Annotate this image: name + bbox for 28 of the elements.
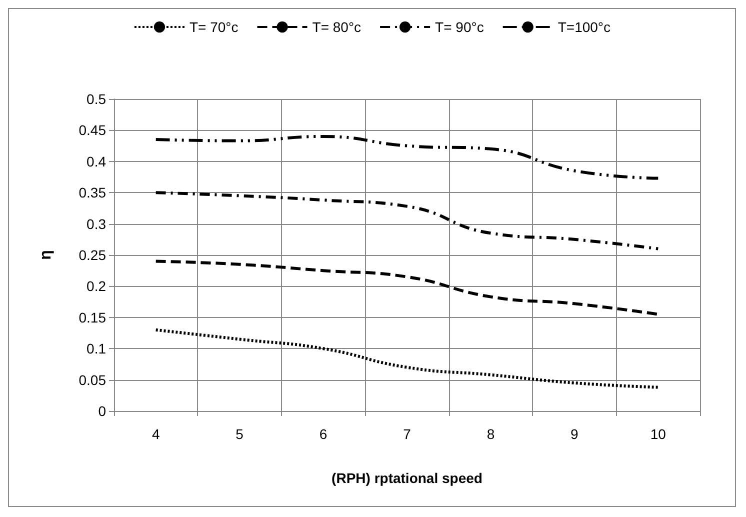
y-tick-label: 0.25 xyxy=(78,247,106,263)
legend-label: T= 70°c xyxy=(189,19,238,35)
legend-label: T= 90°c xyxy=(435,19,484,35)
x-tick-label: 5 xyxy=(236,426,244,442)
legend-label: T=100°c xyxy=(558,19,611,35)
x-tick-label: 6 xyxy=(319,426,328,442)
y-tick-label: 0.35 xyxy=(78,184,106,201)
line-series xyxy=(154,260,660,316)
x-axis-title: (RPH) rptational speed xyxy=(332,470,482,486)
y-tick-label: 0.3 xyxy=(86,216,106,232)
y-tick-label: 0.45 xyxy=(78,122,106,138)
y-tick-label: 0.2 xyxy=(86,278,106,294)
line-series xyxy=(154,328,660,389)
x-tick-label: 10 xyxy=(650,426,666,442)
x-tick-label: 4 xyxy=(152,426,160,442)
y-tick-label: 0.05 xyxy=(78,372,106,388)
y-tick-label: 0.15 xyxy=(78,309,106,326)
x-tick-label: 9 xyxy=(570,426,579,442)
x-tick-label: 7 xyxy=(403,426,412,442)
y-tick-label: 0.4 xyxy=(86,153,106,170)
y-axis-title: η xyxy=(38,250,54,260)
x-tick-label: 8 xyxy=(486,426,495,442)
y-tick-label: 0.5 xyxy=(86,91,106,107)
legend-label: T= 80°c xyxy=(312,19,362,35)
line-series xyxy=(154,191,660,250)
y-tick-label: 0 xyxy=(98,403,106,419)
y-tick-label: 0.1 xyxy=(86,340,106,357)
line-series xyxy=(154,134,660,180)
